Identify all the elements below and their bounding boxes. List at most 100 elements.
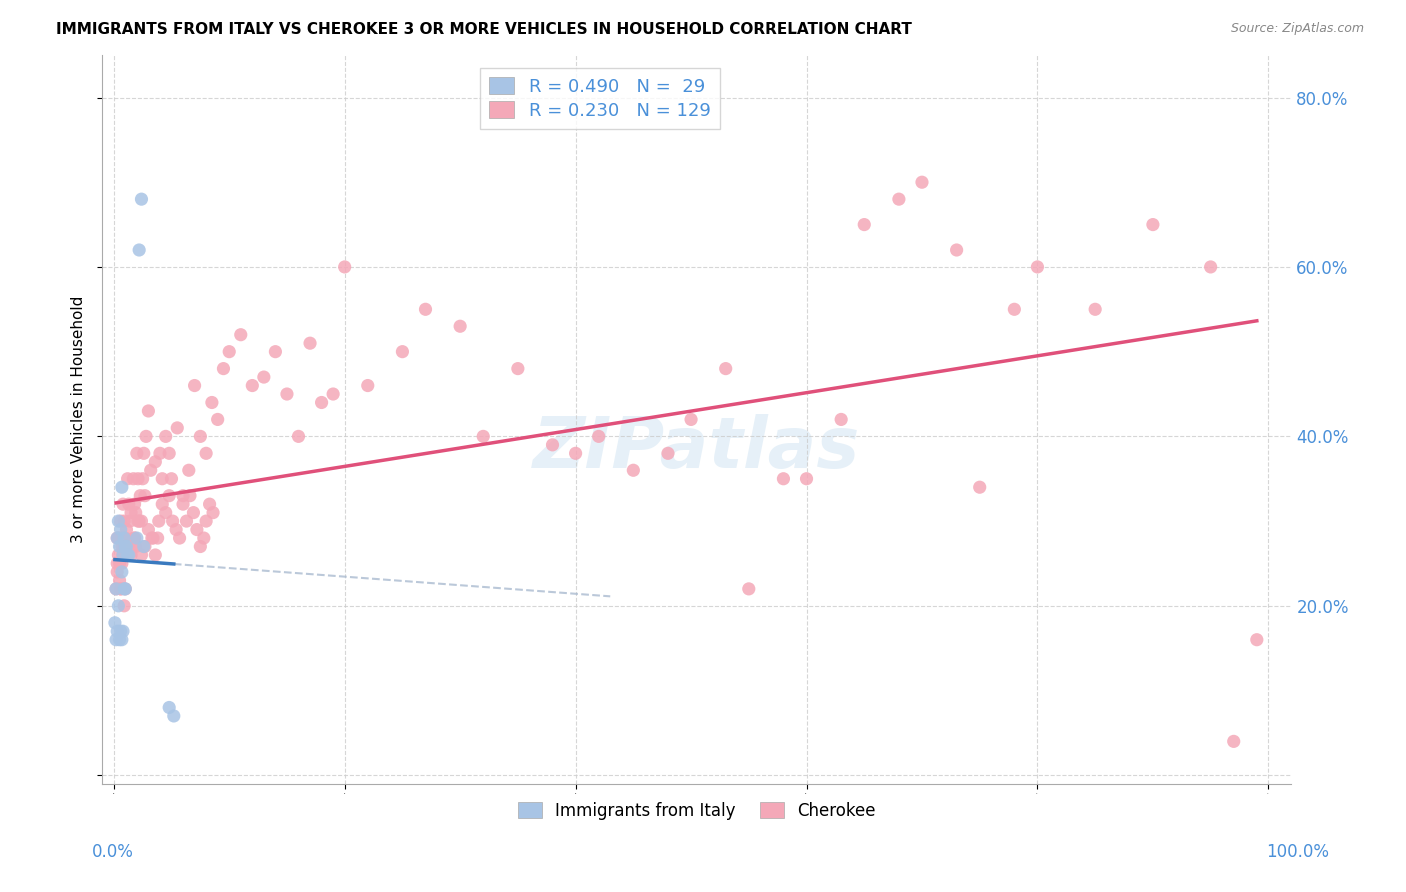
Point	[112, 540, 135, 554]
Point	[391, 344, 413, 359]
Point	[472, 429, 495, 443]
Point	[166, 421, 188, 435]
Point	[148, 514, 170, 528]
Point	[160, 472, 183, 486]
Point	[111, 497, 134, 511]
Point	[163, 709, 186, 723]
Point	[111, 480, 134, 494]
Point	[128, 514, 150, 528]
Point	[108, 540, 131, 554]
Point	[114, 582, 136, 596]
Point	[738, 582, 761, 596]
Point	[117, 548, 139, 562]
Point	[172, 489, 194, 503]
Point	[564, 446, 586, 460]
Point	[887, 192, 910, 206]
Point	[139, 463, 162, 477]
Text: IMMIGRANTS FROM ITALY VS CHEROKEE 3 OR MORE VEHICLES IN HOUSEHOLD CORRELATION CH: IMMIGRANTS FROM ITALY VS CHEROKEE 3 OR M…	[56, 22, 912, 37]
Point	[127, 472, 149, 486]
Point	[110, 523, 132, 537]
Text: ZIPatlas: ZIPatlas	[533, 414, 860, 483]
Point	[132, 446, 155, 460]
Point	[115, 523, 138, 537]
Point	[110, 514, 132, 528]
Point	[169, 531, 191, 545]
Point	[621, 463, 644, 477]
Point	[117, 472, 139, 486]
Legend: Immigrants from Italy, Cherokee: Immigrants from Italy, Cherokee	[512, 795, 882, 826]
Point	[115, 540, 138, 554]
Point	[188, 540, 211, 554]
Point	[681, 412, 703, 426]
Point	[135, 429, 157, 443]
Point	[1246, 632, 1268, 647]
Point	[110, 624, 132, 639]
Point	[969, 480, 991, 494]
Point	[131, 514, 153, 528]
Point	[131, 192, 153, 206]
Point	[118, 514, 141, 528]
Point	[132, 540, 155, 554]
Point	[105, 557, 128, 571]
Point	[107, 599, 129, 613]
Point	[287, 429, 309, 443]
Point	[111, 632, 134, 647]
Point	[111, 548, 134, 562]
Point	[157, 700, 180, 714]
Point	[143, 455, 166, 469]
Point	[105, 531, 128, 545]
Point	[124, 531, 146, 545]
Point	[125, 446, 148, 460]
Point	[1199, 260, 1222, 274]
Point	[105, 632, 128, 647]
Point	[911, 175, 934, 189]
Point	[322, 387, 344, 401]
Point	[105, 565, 128, 579]
Point	[506, 361, 529, 376]
Point	[111, 531, 134, 545]
Point	[107, 548, 129, 562]
Point	[108, 531, 131, 545]
Point	[183, 378, 205, 392]
Text: 0.0%: 0.0%	[91, 843, 134, 861]
Point	[188, 429, 211, 443]
Point	[179, 489, 201, 503]
Point	[162, 514, 184, 528]
Point	[172, 497, 194, 511]
Point	[218, 344, 240, 359]
Point	[111, 557, 134, 571]
Point	[107, 531, 129, 545]
Text: 100.0%: 100.0%	[1265, 843, 1329, 861]
Point	[183, 506, 205, 520]
Point	[149, 446, 172, 460]
Point	[177, 463, 200, 477]
Point	[212, 361, 235, 376]
Point	[117, 548, 139, 562]
Point	[114, 582, 136, 596]
Point	[112, 582, 135, 596]
Point	[114, 531, 136, 545]
Point	[129, 489, 152, 503]
Point	[155, 506, 177, 520]
Point	[186, 523, 208, 537]
Point	[1142, 218, 1164, 232]
Point	[105, 582, 128, 596]
Point	[796, 472, 818, 486]
Point	[111, 548, 134, 562]
Point	[830, 412, 852, 426]
Point	[124, 531, 146, 545]
Point	[588, 429, 610, 443]
Point	[115, 540, 138, 554]
Point	[449, 319, 471, 334]
Point	[1084, 302, 1107, 317]
Point	[105, 624, 128, 639]
Point	[118, 548, 141, 562]
Point	[195, 446, 218, 460]
Point	[276, 387, 298, 401]
Point	[150, 472, 173, 486]
Point	[112, 514, 135, 528]
Point	[125, 506, 148, 520]
Point	[114, 540, 136, 554]
Point	[165, 523, 187, 537]
Point	[108, 557, 131, 571]
